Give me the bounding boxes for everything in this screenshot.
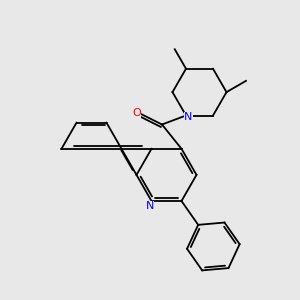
Text: O: O <box>132 107 141 118</box>
Text: N: N <box>146 201 154 212</box>
Text: N: N <box>184 112 193 122</box>
